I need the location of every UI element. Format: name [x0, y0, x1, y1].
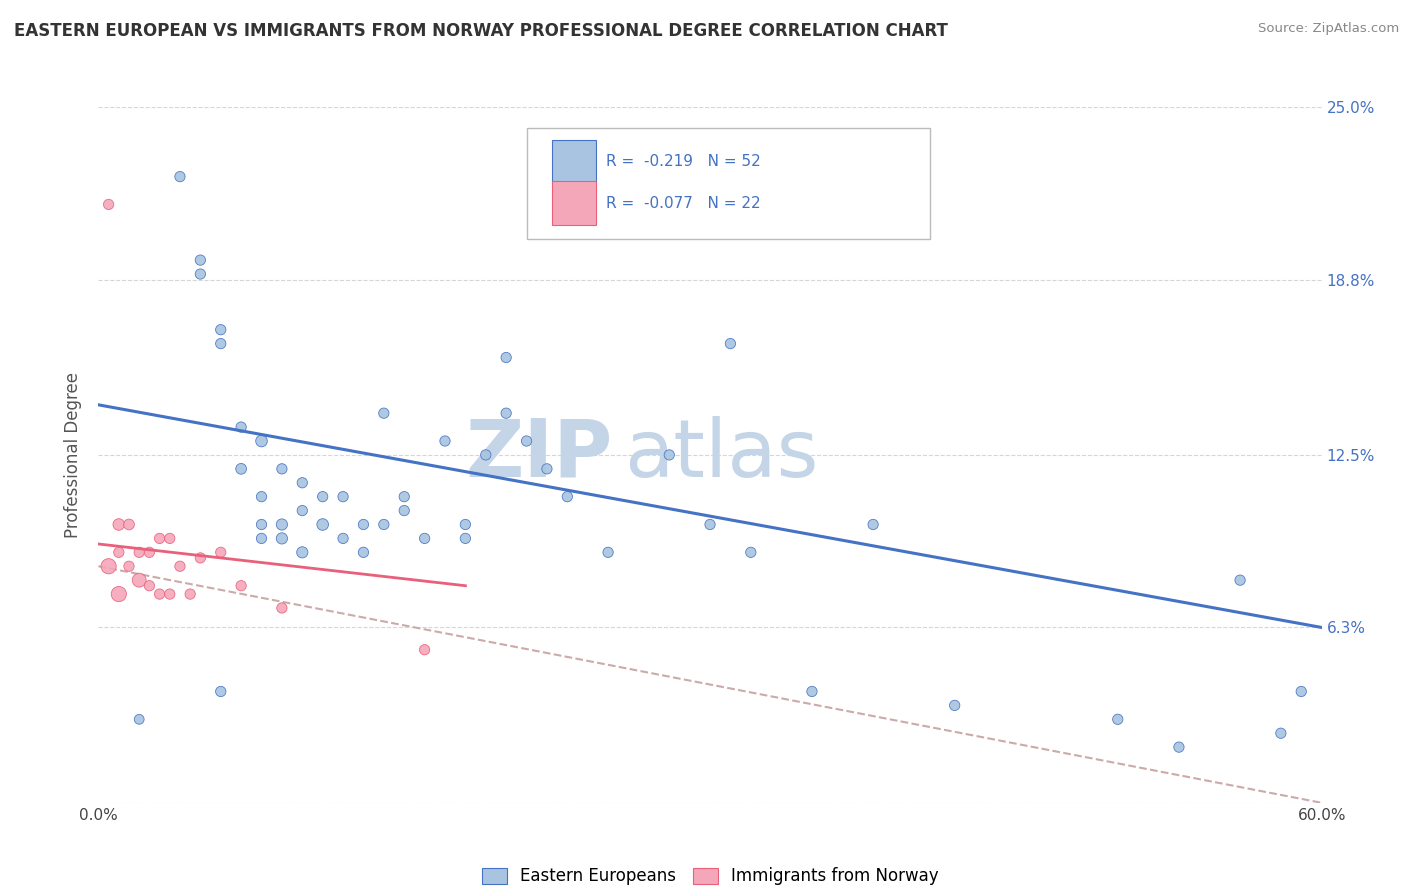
Point — [231, 579, 253, 593]
Point — [97, 197, 120, 211]
Point — [209, 684, 232, 698]
FancyBboxPatch shape — [553, 140, 596, 183]
Point — [658, 448, 681, 462]
Point — [128, 573, 150, 587]
Point — [312, 490, 335, 504]
Point — [474, 448, 498, 462]
Point — [270, 601, 294, 615]
FancyBboxPatch shape — [553, 181, 596, 225]
Point — [413, 532, 436, 546]
Point — [270, 532, 294, 546]
Point — [943, 698, 966, 713]
Point — [159, 532, 181, 546]
Point — [159, 587, 181, 601]
Text: R =  -0.219   N = 52: R = -0.219 N = 52 — [606, 153, 761, 169]
Point — [598, 545, 620, 559]
Point — [108, 517, 131, 532]
Point — [312, 517, 335, 532]
Point — [740, 545, 762, 559]
Point — [373, 406, 395, 420]
Point — [138, 579, 160, 593]
Point — [332, 490, 354, 504]
Point — [209, 336, 232, 351]
Point — [188, 253, 212, 268]
Point — [108, 587, 131, 601]
Text: R =  -0.077   N = 22: R = -0.077 N = 22 — [606, 195, 761, 211]
Point — [495, 406, 517, 420]
Point — [454, 532, 477, 546]
Point — [169, 169, 191, 184]
Point — [250, 532, 273, 546]
Point — [373, 517, 395, 532]
Point — [128, 712, 150, 726]
Point — [332, 532, 354, 546]
Point — [699, 517, 721, 532]
Point — [138, 545, 160, 559]
Point — [536, 462, 558, 476]
Point — [495, 351, 517, 365]
Point — [557, 490, 579, 504]
Point — [188, 550, 212, 565]
Point — [231, 462, 253, 476]
Point — [188, 267, 212, 281]
Point — [108, 545, 131, 559]
FancyBboxPatch shape — [526, 128, 931, 239]
Point — [1229, 573, 1251, 587]
Point — [291, 503, 314, 517]
Point — [516, 434, 538, 448]
Point — [250, 490, 273, 504]
Point — [1270, 726, 1292, 740]
Point — [270, 462, 294, 476]
Point — [352, 545, 374, 559]
Point — [149, 532, 172, 546]
Legend: Eastern Europeans, Immigrants from Norway: Eastern Europeans, Immigrants from Norwa… — [475, 861, 945, 892]
Point — [250, 434, 273, 448]
Point — [434, 434, 457, 448]
Text: EASTERN EUROPEAN VS IMMIGRANTS FROM NORWAY PROFESSIONAL DEGREE CORRELATION CHART: EASTERN EUROPEAN VS IMMIGRANTS FROM NORW… — [14, 22, 948, 40]
Point — [454, 517, 477, 532]
Point — [118, 517, 141, 532]
Y-axis label: Professional Degree: Professional Degree — [65, 372, 83, 538]
Point — [1167, 740, 1189, 755]
Point — [118, 559, 141, 574]
Point — [291, 475, 314, 490]
Point — [413, 642, 436, 657]
Point — [209, 323, 232, 337]
Text: ZIP: ZIP — [465, 416, 612, 494]
Point — [169, 559, 191, 574]
Point — [97, 559, 120, 574]
Point — [179, 587, 201, 601]
Point — [392, 490, 416, 504]
Point — [1107, 712, 1129, 726]
Text: atlas: atlas — [624, 416, 818, 494]
Text: Source: ZipAtlas.com: Source: ZipAtlas.com — [1258, 22, 1399, 36]
Point — [862, 517, 884, 532]
Point — [250, 517, 273, 532]
Point — [1291, 684, 1313, 698]
Point — [291, 545, 314, 559]
Point — [352, 517, 374, 532]
Point — [801, 684, 824, 698]
Point — [270, 517, 294, 532]
Point — [209, 545, 232, 559]
Point — [392, 503, 416, 517]
Point — [231, 420, 253, 434]
Point — [128, 545, 150, 559]
Point — [720, 336, 742, 351]
Point — [149, 587, 172, 601]
